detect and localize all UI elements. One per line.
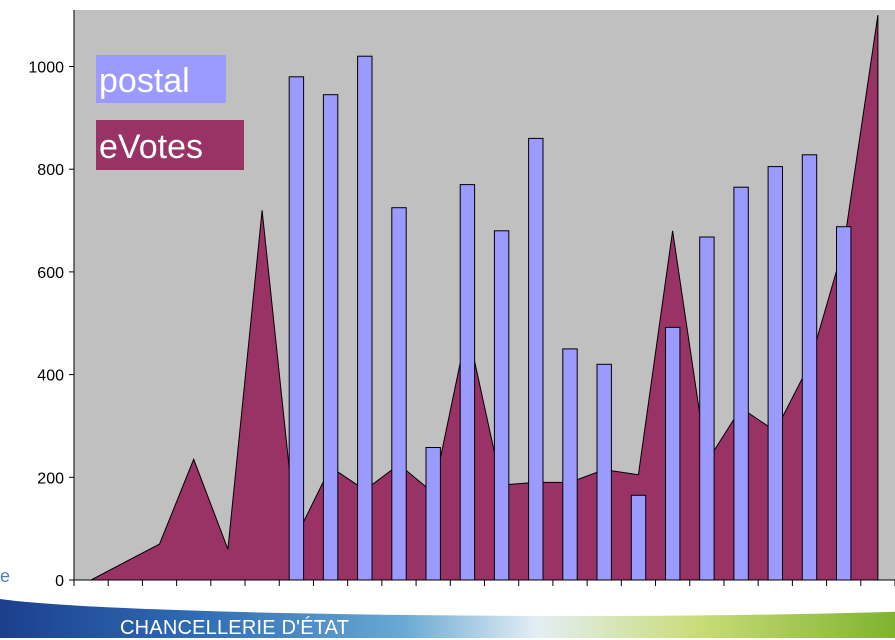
axes: 0 200 400 600 800 1000 — [28, 10, 895, 590]
postal-bar — [630, 494, 647, 581]
postal-bar — [665, 326, 681, 581]
postal-bar — [801, 154, 818, 581]
postal-bar — [562, 348, 578, 581]
postal-bar — [836, 226, 852, 581]
postal-bar — [528, 137, 544, 581]
legend: postal eVotes — [96, 55, 244, 170]
y-tick-label: 200 — [37, 470, 64, 487]
postal-bar — [357, 55, 373, 581]
y-tick-label: 1000 — [28, 59, 64, 76]
footer-title: CHANCELLERIE D'ÉTAT — [120, 617, 350, 639]
legend-evotes-label: eVotes — [99, 128, 203, 166]
postal-bar — [493, 230, 510, 581]
footer-gradient-band — [0, 598, 895, 638]
legend-postal-box — [96, 55, 226, 103]
postal-bar — [596, 363, 612, 581]
edge-logo-mark: e — [0, 566, 11, 586]
legend-postal-label: postal — [99, 62, 190, 100]
evotes-postal-chart: 0 200 400 600 800 1000 postal eVotes — [28, 10, 895, 590]
postal-bar — [288, 76, 305, 581]
postal-bar-series — [288, 55, 852, 581]
y-tick-label: 0 — [55, 573, 64, 590]
y-tick-label: 400 — [37, 368, 64, 385]
postal-bar — [322, 94, 339, 581]
postal-bar — [459, 184, 476, 581]
postal-bar — [767, 166, 783, 581]
postal-bar — [391, 207, 407, 581]
postal-bar — [733, 186, 749, 581]
y-tick-label: 600 — [37, 265, 64, 282]
postal-bar — [425, 447, 441, 581]
legend-evotes-box — [96, 120, 244, 170]
y-tick-label: 800 — [37, 162, 64, 179]
postal-bar — [699, 236, 715, 581]
